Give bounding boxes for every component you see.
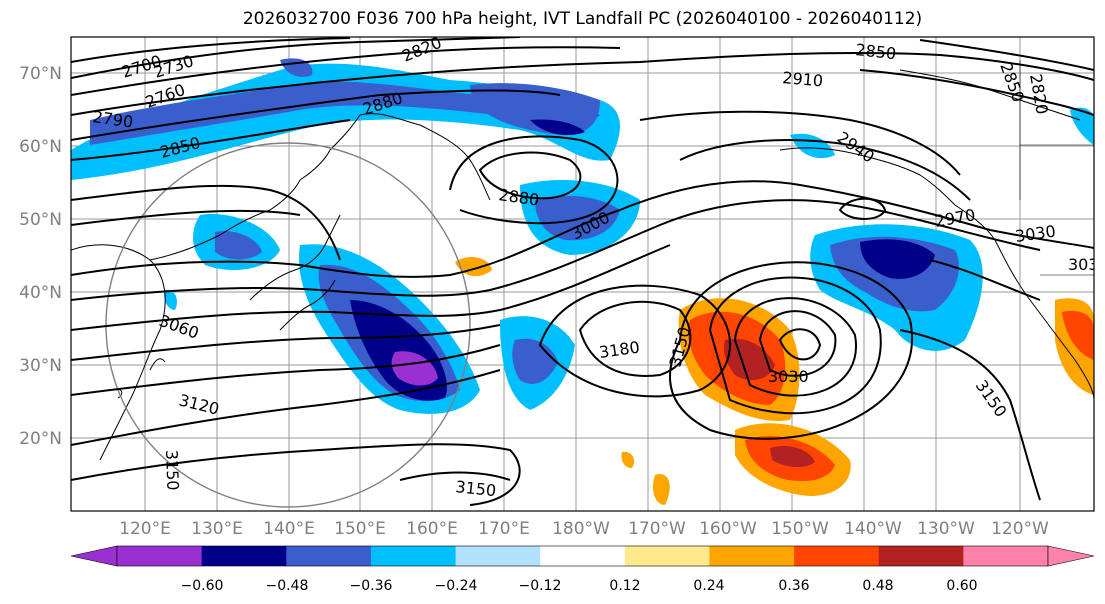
colorbar-segment <box>117 546 203 566</box>
colorbar-segment <box>624 546 710 566</box>
contour-label: 3030 <box>1068 255 1105 274</box>
colorbar-segment <box>370 546 457 566</box>
lat-label: 20°N <box>19 429 62 449</box>
lon-label: 150°W <box>771 519 829 539</box>
colorbar-segment <box>963 546 1049 566</box>
borders <box>1019 60 1094 276</box>
colorbar-segment <box>286 546 372 566</box>
colorbar-tick: −0.48 <box>266 578 309 594</box>
latitude-labels: 70°N 60°N 50°N 40°N 30°N 20°N <box>19 64 62 449</box>
lon-label: 130°E <box>191 519 243 539</box>
lat-label: 70°N <box>19 64 62 84</box>
height-contours <box>71 37 1094 506</box>
lon-label: 120°E <box>119 519 171 539</box>
lon-label: 140°W <box>844 519 902 539</box>
colorbar-segment <box>709 546 795 566</box>
colorbar-tick: −0.36 <box>350 578 393 594</box>
lon-label: 140°E <box>263 519 315 539</box>
lat-label: 40°N <box>19 283 62 303</box>
colorbar-tick: 0.36 <box>778 578 809 594</box>
colorbar-tick: 0.24 <box>693 578 724 594</box>
map-frame <box>70 36 1095 512</box>
contour-label: 3150 <box>455 477 497 500</box>
colorbar-segments <box>116 545 1049 567</box>
colorbar-segment <box>878 546 964 566</box>
contour-label: 2850 <box>855 40 897 63</box>
longitude-labels: 120°E 130°E 140°E 150°E 160°E 170°E 180°… <box>119 519 1049 539</box>
colorbar-tick: 0.48 <box>862 578 893 594</box>
lon-label: 170°E <box>478 519 530 539</box>
colorbar-tick: 0.12 <box>609 578 640 594</box>
colorbar-segment <box>455 546 541 566</box>
landfall-region-circle <box>105 142 471 508</box>
contour-label: 2910 <box>782 68 824 90</box>
lon-label: 150°E <box>334 519 386 539</box>
colorbar-segment <box>794 546 880 566</box>
coastlines <box>71 69 1094 461</box>
ivt-negative-shading <box>71 58 1094 414</box>
lon-label: 160°E <box>406 519 458 539</box>
lon-label: 180°W <box>552 519 610 539</box>
colorbar-tick: 0.60 <box>946 578 977 594</box>
colorbar-extend-low <box>70 545 118 567</box>
map-title: 2026032700 F036 700 hPa height, IVT Land… <box>242 9 923 29</box>
colorbar-ticks: −0.60 −0.48 −0.36 −0.24 −0.12 0.12 0.24 … <box>181 578 978 594</box>
lon-label: 130°W <box>917 519 975 539</box>
lat-label: 30°N <box>19 356 62 376</box>
colorbar-segment <box>201 546 287 566</box>
lat-label: 60°N <box>19 137 62 157</box>
contour-label: 3030 <box>768 367 809 386</box>
colorbar: −0.60 −0.48 −0.36 −0.24 −0.12 0.12 0.24 … <box>70 545 1095 594</box>
colorbar-tick: −0.60 <box>181 578 224 594</box>
colorbar-tick: −0.12 <box>519 578 562 594</box>
lat-label: 50°N <box>19 210 62 230</box>
lon-label: 170°W <box>628 519 686 539</box>
contour-label: 3150 <box>162 449 182 490</box>
colorbar-tick: −0.24 <box>435 578 478 594</box>
lon-label: 160°W <box>699 519 757 539</box>
lon-label: 120°W <box>991 519 1049 539</box>
colorbar-extend-high <box>1047 545 1095 567</box>
colorbar-segment <box>540 546 626 566</box>
